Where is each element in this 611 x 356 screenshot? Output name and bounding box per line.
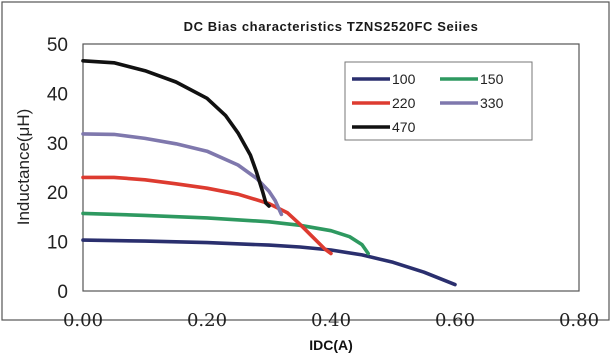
- x-tick-label: 0.00: [63, 310, 103, 331]
- legend-label: 150: [480, 71, 504, 87]
- legend: 100 150 220 330 470: [344, 61, 533, 141]
- x-axis-ticks: 0.00 0.20 0.40 0.60 0.80: [63, 310, 599, 331]
- x-axis-label: IDC(A): [309, 337, 353, 353]
- series-line-470: [81, 59, 271, 208]
- legend-items: 100 150 220 330 470: [352, 71, 504, 135]
- series-layer: [81, 59, 457, 287]
- y-tick-label: 0: [57, 282, 68, 303]
- series-line-100: [81, 238, 457, 287]
- series-line-220: [81, 175, 333, 256]
- legend-label: 100: [392, 71, 416, 87]
- legend-label: 470: [392, 119, 416, 135]
- y-axis-label: Inductance(μH): [14, 109, 33, 226]
- y-tick-label: 10: [47, 233, 68, 254]
- legend-label: 330: [480, 95, 504, 111]
- x-tick-label: 0.60: [435, 310, 475, 331]
- series-line-330: [81, 132, 284, 217]
- legend-label: 220: [392, 95, 416, 111]
- y-tick-label: 50: [47, 35, 68, 56]
- y-tick-label: 40: [47, 84, 68, 105]
- y-axis-ticks: 0 10 20 30 40 50: [47, 35, 68, 303]
- x-tick-label: 0.20: [187, 310, 227, 331]
- x-tick-label: 0.40: [311, 310, 351, 331]
- chart-title: DC Bias characteristics TZNS2520FC Seiie…: [184, 19, 479, 34]
- y-tick-label: 30: [47, 134, 68, 155]
- x-tick-label: 0.80: [559, 310, 599, 331]
- y-tick-label: 20: [47, 183, 68, 204]
